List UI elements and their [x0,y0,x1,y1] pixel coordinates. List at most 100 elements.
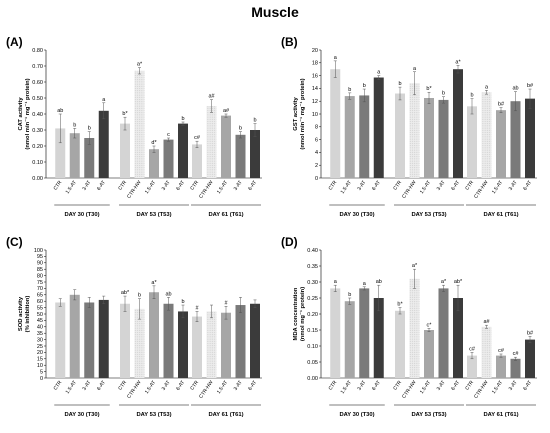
category-label: 1.5-AT [419,380,432,395]
bar-day-61-t61-ctr [467,355,477,378]
bar-day-53-t53-6-at [178,123,188,178]
y-axis-label: CAT activity(nmol min⁻¹ mg⁻¹ protein) [18,78,31,149]
bar-day-53-t53-ctr [120,303,130,378]
y-tick-label: 0.05 [307,360,318,366]
y-tick-label: 0.15 [307,328,318,334]
y-tick-label: 55 [37,305,43,311]
category-label: CTR [117,179,128,191]
significance-label: a [363,281,367,287]
bar-day-61-t61-6-at [525,339,535,378]
bar-day-53-t53-ctr [395,310,405,378]
bar-day-61-t61-6-at [525,98,535,178]
category-label: 6-AT [175,180,186,192]
group-label: DAY 61 (T61) [208,412,243,418]
significance-label: b [253,118,256,124]
category-label: CTR-HW [198,379,215,399]
significance-label: b* [426,86,432,92]
significance-label: b [442,91,445,97]
figure-title: Muscle [251,4,299,20]
significance-label: b [181,299,184,305]
bar-day-30-t30-ctr [55,302,66,378]
category-label: 3-AT [508,180,519,192]
bar-day-61-t61-1-5-at [221,312,231,378]
category-label: 1.5-AT [491,180,504,195]
bar-day-30-t30-3-at [84,302,95,378]
bar-day-53-t53-3-at [163,303,174,378]
category-label: 3-AT [81,380,92,392]
y-tick-label: 10 [37,363,43,369]
bar-day-61-t61-3-at [235,305,246,378]
y-tick-label: 0.00 [307,376,318,382]
category-label: 3-AT [356,380,367,392]
significance-label: d* [151,140,157,146]
bar-day-61-t61-ctr [192,144,202,178]
bar-day-53-t53-3-at [438,288,449,378]
bar-day-61-t61-1-5-at [496,110,506,178]
significance-label: b [363,83,366,89]
y-tick-label: 6 [315,137,318,143]
category-label: 6-AT [522,380,533,392]
bar-day-30-t30-1-5-at [69,294,80,378]
significance-label: a# [483,319,490,325]
group-label: DAY 30 (T30) [339,412,374,418]
category-label: 1.5-AT [340,180,353,195]
category-label: CTR-HW [401,179,418,199]
y-tick-label: 40 [37,325,43,331]
panel-b: (B) 0 2 4 6 8 10 12 14 16 18 20 GST activity(nmol mi… [275,28,550,233]
y-axis-label: SOD activity(% inhibition) [18,296,31,333]
bar-day-30-t30-ctr [55,128,66,178]
significance-label: a# [223,108,230,114]
y-tick-label: 18 [312,61,318,67]
bar-day-53-t53-6-at [453,69,463,178]
bar-day-53-t53-ctr-hw [134,308,145,378]
significance-label: a [485,84,489,90]
y-tick-label: 45 [37,318,43,324]
y-tick-label: 0.30 [32,128,43,134]
category-label: 3-AT [436,180,447,192]
y-tick-label: 50 [37,312,43,318]
sod-activity-chart: (C) 0510152025303540455055606570758085909… [6,235,262,418]
significance-label: b [73,122,76,128]
category-label: CTR-HW [198,179,215,199]
category-label: 1.5-AT [491,380,504,395]
significance-label: a [334,55,338,61]
panel-c: (C) 0 5 10 15 20 25 30 35 40 45 50 55 60 65 70 75 80 85 90 9… [0,228,275,433]
y-tick-label: 0.70 [32,64,43,70]
y-tick-label: 35 [37,331,43,337]
significance-label: b# [498,102,505,108]
significance-label: b [239,126,242,132]
bar-day-53-t53-1-5-at [424,330,434,378]
bar-day-61-t61-ctr-hw [481,92,492,178]
bar-day-53-t53-1-5-at [149,292,159,378]
panel-label: (D) [281,235,298,249]
y-tick-label: 0.60 [32,80,43,86]
category-label: CTR [392,179,403,191]
bar-day-61-t61-ctr [467,106,477,178]
category-label: CTR [189,179,200,191]
category-label: CTR [189,379,200,391]
group-label: DAY 30 (T30) [64,212,99,218]
bar-day-30-t30-1-5-at [344,96,355,178]
bar-day-30-t30-3-at [359,288,370,378]
y-tick-label: 30 [37,337,43,343]
bar-day-30-t30-3-at [84,138,95,178]
significance-label: ab [376,279,382,285]
y-tick-label: 4 [315,150,318,156]
category-label: 6-AT [175,380,186,392]
bar-day-61-t61-1-5-at [221,115,231,178]
significance-label: c* [427,322,433,328]
significance-label: a# [208,94,215,100]
significance-label: a* [455,59,461,65]
y-tick-label: 25 [37,344,43,350]
y-tick-label: 60 [37,299,43,305]
bar-day-61-t61-ctr-hw [206,106,217,178]
category-label: 3-AT [436,380,447,392]
category-label: 3-AT [161,380,172,392]
category-label: 1.5-AT [144,180,157,195]
group-label: DAY 61 (T61) [483,212,518,218]
y-tick-label: 65 [37,293,43,299]
bar-day-61-t61-ctr [192,316,202,378]
significance-label: b [348,87,351,93]
bar-day-53-t53-ctr-hw [409,278,420,378]
y-tick-label: 0.80 [32,48,43,54]
